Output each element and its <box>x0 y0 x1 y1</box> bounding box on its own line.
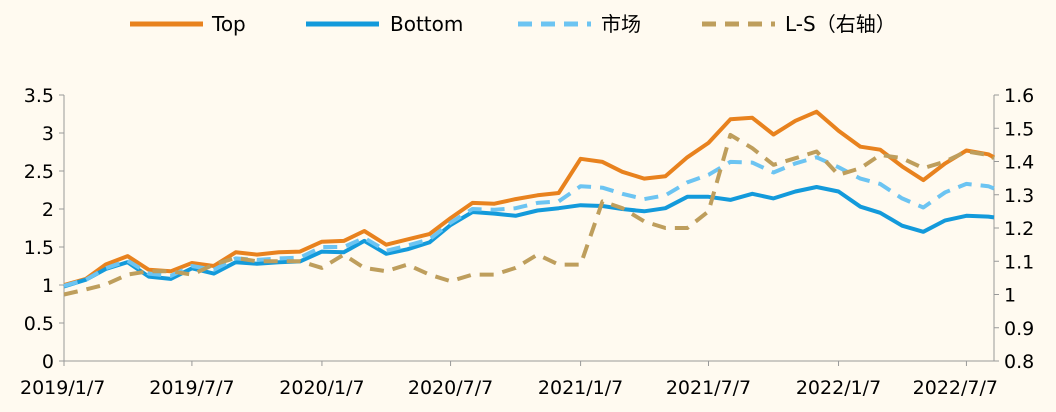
legend-bottom-label: Bottom <box>390 12 463 36</box>
legend-long-short-label: L-S（右轴） <box>785 12 896 36</box>
y-left-tick-label: 2.5 <box>24 161 54 183</box>
x-tick-label: 2020/1/7 <box>279 377 364 399</box>
legend-top-label: Top <box>211 12 246 36</box>
y-right-tick-label: 0.8 <box>1004 351 1034 373</box>
y-left-tick-label: 3 <box>42 123 54 145</box>
legend: Top Bottom 市场 L-S（右轴） <box>130 12 896 36</box>
y-right-tick-label: 1.6 <box>1004 85 1034 107</box>
series-line-bottom <box>63 185 995 289</box>
axes: 0 0.5 1 1.5 2 2.5 3 3.5 0.8 0.9 1 1.1 1.2 1.3 1.4 1.5 1.… <box>20 85 1034 399</box>
legend-market-label: 市场 <box>601 12 641 36</box>
y-right-tick-label: 1.1 <box>1004 251 1034 273</box>
y-left-tick-label: 0.5 <box>24 313 54 335</box>
y-left-tick-label: 3.5 <box>24 85 54 107</box>
x-tick-label: 2019/1/7 <box>20 377 105 399</box>
x-tick-label: 2022/7/7 <box>913 377 998 399</box>
y-right-tick-label: 1.3 <box>1004 185 1034 207</box>
y-right-tick-label: 1.4 <box>1004 152 1034 174</box>
series-line-market <box>63 155 995 288</box>
legend-long-short: L-S（右轴） <box>702 12 896 36</box>
x-tick-label: 2020/7/7 <box>408 377 493 399</box>
legend-top: Top <box>130 12 246 36</box>
plot-area <box>63 109 996 297</box>
y-left-tick-label: 1.5 <box>24 237 54 259</box>
y-right-tick-label: 1.2 <box>1004 218 1034 240</box>
y-right-tick-label: 1.5 <box>1004 118 1034 140</box>
y-left-tick-label: 0 <box>42 351 54 373</box>
y-right-tick-label: 1 <box>1004 285 1016 307</box>
legend-market: 市场 <box>518 12 641 36</box>
x-tick-label: 2019/7/7 <box>149 377 234 399</box>
y-left-tick-label: 2 <box>42 199 54 221</box>
y-left-tick-label: 1 <box>42 275 54 297</box>
series-line-long-short <box>63 132 996 297</box>
legend-bottom: Bottom <box>306 12 463 36</box>
y-right-tick-label: 0.9 <box>1004 318 1034 340</box>
x-tick-label: 2021/1/7 <box>538 377 623 399</box>
x-tick-label: 2022/1/7 <box>796 377 881 399</box>
x-tick-label: 2021/7/7 <box>666 377 751 399</box>
